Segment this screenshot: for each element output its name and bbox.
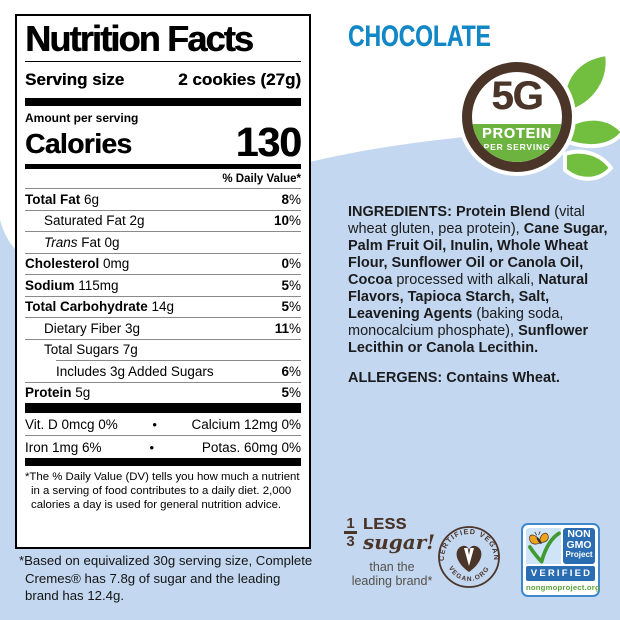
sub-line-1: than the: [369, 560, 415, 574]
certified-vegan-badge: CERTIFIED VEGAN VEGAN.ORG: [437, 526, 500, 588]
flavor-title: CHOCOLATE: [348, 20, 491, 53]
less-sugar-claim: 1 3 LESS sugar! than the leading brand*: [344, 515, 444, 588]
thick-divider: [25, 458, 301, 466]
nutrient-row: Total Sugars 7g: [25, 338, 301, 361]
project-word: Project: [565, 550, 593, 559]
nutrient-row: Protein 5g 5%: [25, 381, 301, 404]
nutrient-row: Cholesterol 0mg 0%: [25, 252, 301, 275]
nutrient-row: Saturated Fat 2g 10%: [25, 209, 301, 232]
serving-size-row: Serving size 2 cookies (27g): [25, 62, 301, 98]
daily-value-header: % Daily Value*: [222, 173, 301, 185]
nutrient-rows: Total Fat 6g 8% Saturated Fat 2g 10% Trans F…: [25, 188, 301, 403]
calories-label: Calories: [25, 128, 132, 159]
calories-value: 130: [235, 119, 302, 165]
non-gmo-badge: NON GMO Project VERIFIED nongmoproject.o…: [521, 523, 600, 597]
non-gmo-sky: [526, 528, 561, 564]
amount-per-serving-label: Amount per serving: [25, 111, 139, 125]
fraction-bar: [344, 531, 357, 534]
nutrient-row: Includes 3g Added Sugars 6%: [56, 360, 301, 382]
sugar-comparison-footnote: *Based on equivalized 30g serving size, …: [19, 553, 313, 603]
sugar-word: sugar!: [363, 530, 436, 554]
sub-line-2: leading brand*: [351, 574, 433, 588]
title-divider: [25, 61, 301, 62]
gmo-word: GMO: [566, 538, 592, 551]
per-serving-word: PER SERVING: [483, 142, 551, 153]
than-leading-brand-text: than the leading brand*: [344, 560, 440, 588]
nutrient-row: Dietary Fiber 3g 11%: [25, 317, 301, 339]
non-gmo-url: nongmoproject.org: [526, 583, 600, 592]
vegan-v-icon: [464, 548, 474, 566]
fraction-denominator: 3: [346, 532, 355, 550]
allergens-line: ALLERGENS: Contains Wheat.: [348, 370, 560, 386]
micronutrient-rows: Vit. D 0mcg 0% • Calcium 12mg 0% Iron 1mg 6…: [25, 413, 301, 458]
leaf-icon: [561, 52, 620, 181]
serving-size-label: Serving size: [25, 70, 125, 89]
less-word: LESS: [363, 516, 407, 533]
vegan-circle: [438, 526, 500, 588]
ingredients-column: INGREDIENTS: Protein Blend (vital wheat …: [348, 204, 612, 387]
protein-amount: 5G: [491, 74, 543, 118]
thick-divider: [25, 403, 301, 413]
protein-badge: 5G PROTEIN PER SERVING: [462, 62, 572, 172]
micronutrient-row: Vit. D 0mcg 0% • Calcium 12mg 0%: [25, 416, 301, 432]
medium-divider: [25, 164, 301, 169]
non-gmo-wordmark: NON GMO Project: [563, 528, 595, 564]
nutrition-facts-title: Nutrition Facts: [25, 18, 254, 59]
daily-value-footnote: *The % Daily Value (DV) tells you how mu…: [25, 471, 300, 511]
calories-row: Calories 130: [25, 119, 302, 165]
nutrient-row: Trans Fat 0g: [25, 231, 301, 253]
nutrient-row: Total Carbohydrate 14g 5%: [25, 295, 301, 318]
thick-divider: [25, 98, 301, 106]
verified-bar: VERIFIED: [526, 566, 595, 581]
nutrient-row: Total Fat 6g 8%: [25, 188, 301, 210]
fraction-numerator: 1: [346, 515, 355, 532]
nutrition-facts-label: Nutrition Facts Serving size 2 cookies (…: [15, 14, 311, 549]
serving-size-value: 2 cookies (27g): [178, 70, 301, 89]
protein-word: PROTEIN: [481, 126, 553, 143]
one-third-fraction: 1 3: [344, 515, 357, 550]
nutrient-row: Sodium 115mg 5%: [25, 274, 301, 296]
micronutrient-row: Iron 1mg 6% • Potas. 60mg 0%: [25, 435, 301, 458]
butterfly-icon: [528, 531, 561, 564]
protein-band: PROTEIN PER SERVING: [472, 124, 562, 162]
ingredients-paragraph: INGREDIENTS: Protein Blend (vital wheat …: [348, 204, 608, 356]
non-word: NON: [567, 528, 591, 540]
